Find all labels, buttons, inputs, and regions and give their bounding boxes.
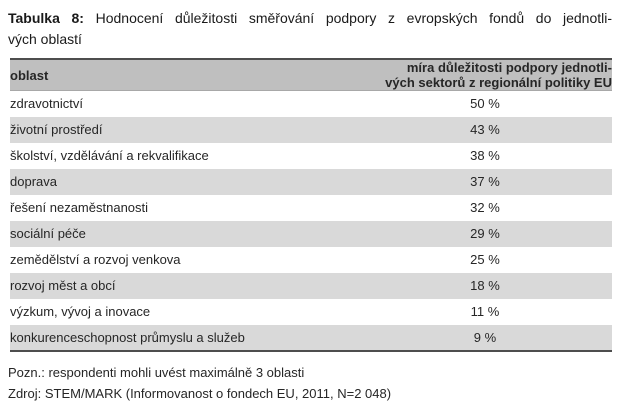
area-cell: zemědělství a rozvoj venkova [10,252,181,267]
value-cell: 38 % [470,148,500,163]
area-cell: řešení nezaměstnanosti [10,200,149,215]
area-cell: sociální péče [10,226,86,241]
caption-line-2: vých oblastí [8,31,82,47]
column-header-importance-line1: míra důležitosti podpory jednotli- [406,60,612,75]
value-cell: 29 % [470,226,500,241]
importance-table: oblast míra důležitosti podpory jednotli… [10,58,612,352]
table-row: konkurenceschopnost průmyslu a služeb 9 … [10,324,612,351]
column-header-importance: míra důležitosti podpory jednotli-vých s… [358,59,612,91]
table-row: rozvoj měst a obcí 18 % [10,272,612,299]
table-row: doprava 37 % [10,168,612,195]
value-cell: 18 % [470,278,500,293]
value-cell: 11 % [470,304,500,319]
table-row: zdravotnictví 50 % [10,91,612,117]
value-cell: 25 % [470,252,500,267]
caption-line-1: Tabulka 8: Hodnocení důležitosti směřová… [8,8,612,29]
caption-text: Hodnocení důležitosti směřování podpory … [95,10,612,26]
source-line: Zdroj: STEM/MARK (Informovanost o fondec… [8,385,392,401]
area-cell: školství, vzdělávání a rekvalifikace [10,148,209,163]
area-cell: zdravotnictví [10,96,83,112]
table-caption: Tabulka 8: Hodnocení důležitosti směřová… [8,8,612,50]
table-row: školství, vzdělávání a rekvalifikace 38 … [10,143,612,169]
value-cell: 50 % [470,96,500,112]
table-row: zemědělství a rozvoj venkova 25 % [10,247,612,273]
area-cell: doprava [10,174,57,189]
column-header-oblast: oblast [10,59,358,91]
table-row: řešení nezaměstnanosti 32 % [10,195,612,221]
area-cell: konkurenceschopnost průmyslu a služeb [10,329,245,345]
table-row: životní prostředí 43 % [10,116,612,143]
table-header-row: oblast míra důležitosti podpory jednotli… [10,59,612,91]
value-cell: 9 % [473,329,497,345]
value-cell: 32 % [470,200,500,215]
table-row: sociální péče 29 % [10,220,612,247]
value-cell: 43 % [470,122,500,137]
value-cell: 37 % [470,174,500,189]
column-header-importance-line2: vých sektorů z regionální politiky EU [385,75,612,90]
table-notes: Pozn.: respondenti mohli uvést maximálně… [8,362,612,404]
area-cell: životní prostředí [10,122,103,137]
note-line: Pozn.: respondenti mohli uvést maximálně… [8,364,305,380]
table-row: výzkum, vývoj a inovace 11 % [10,299,612,325]
area-cell: výzkum, vývoj a inovace [10,304,151,319]
caption-table-number: Tabulka 8: [8,10,84,26]
area-cell: rozvoj měst a obcí [10,278,116,293]
